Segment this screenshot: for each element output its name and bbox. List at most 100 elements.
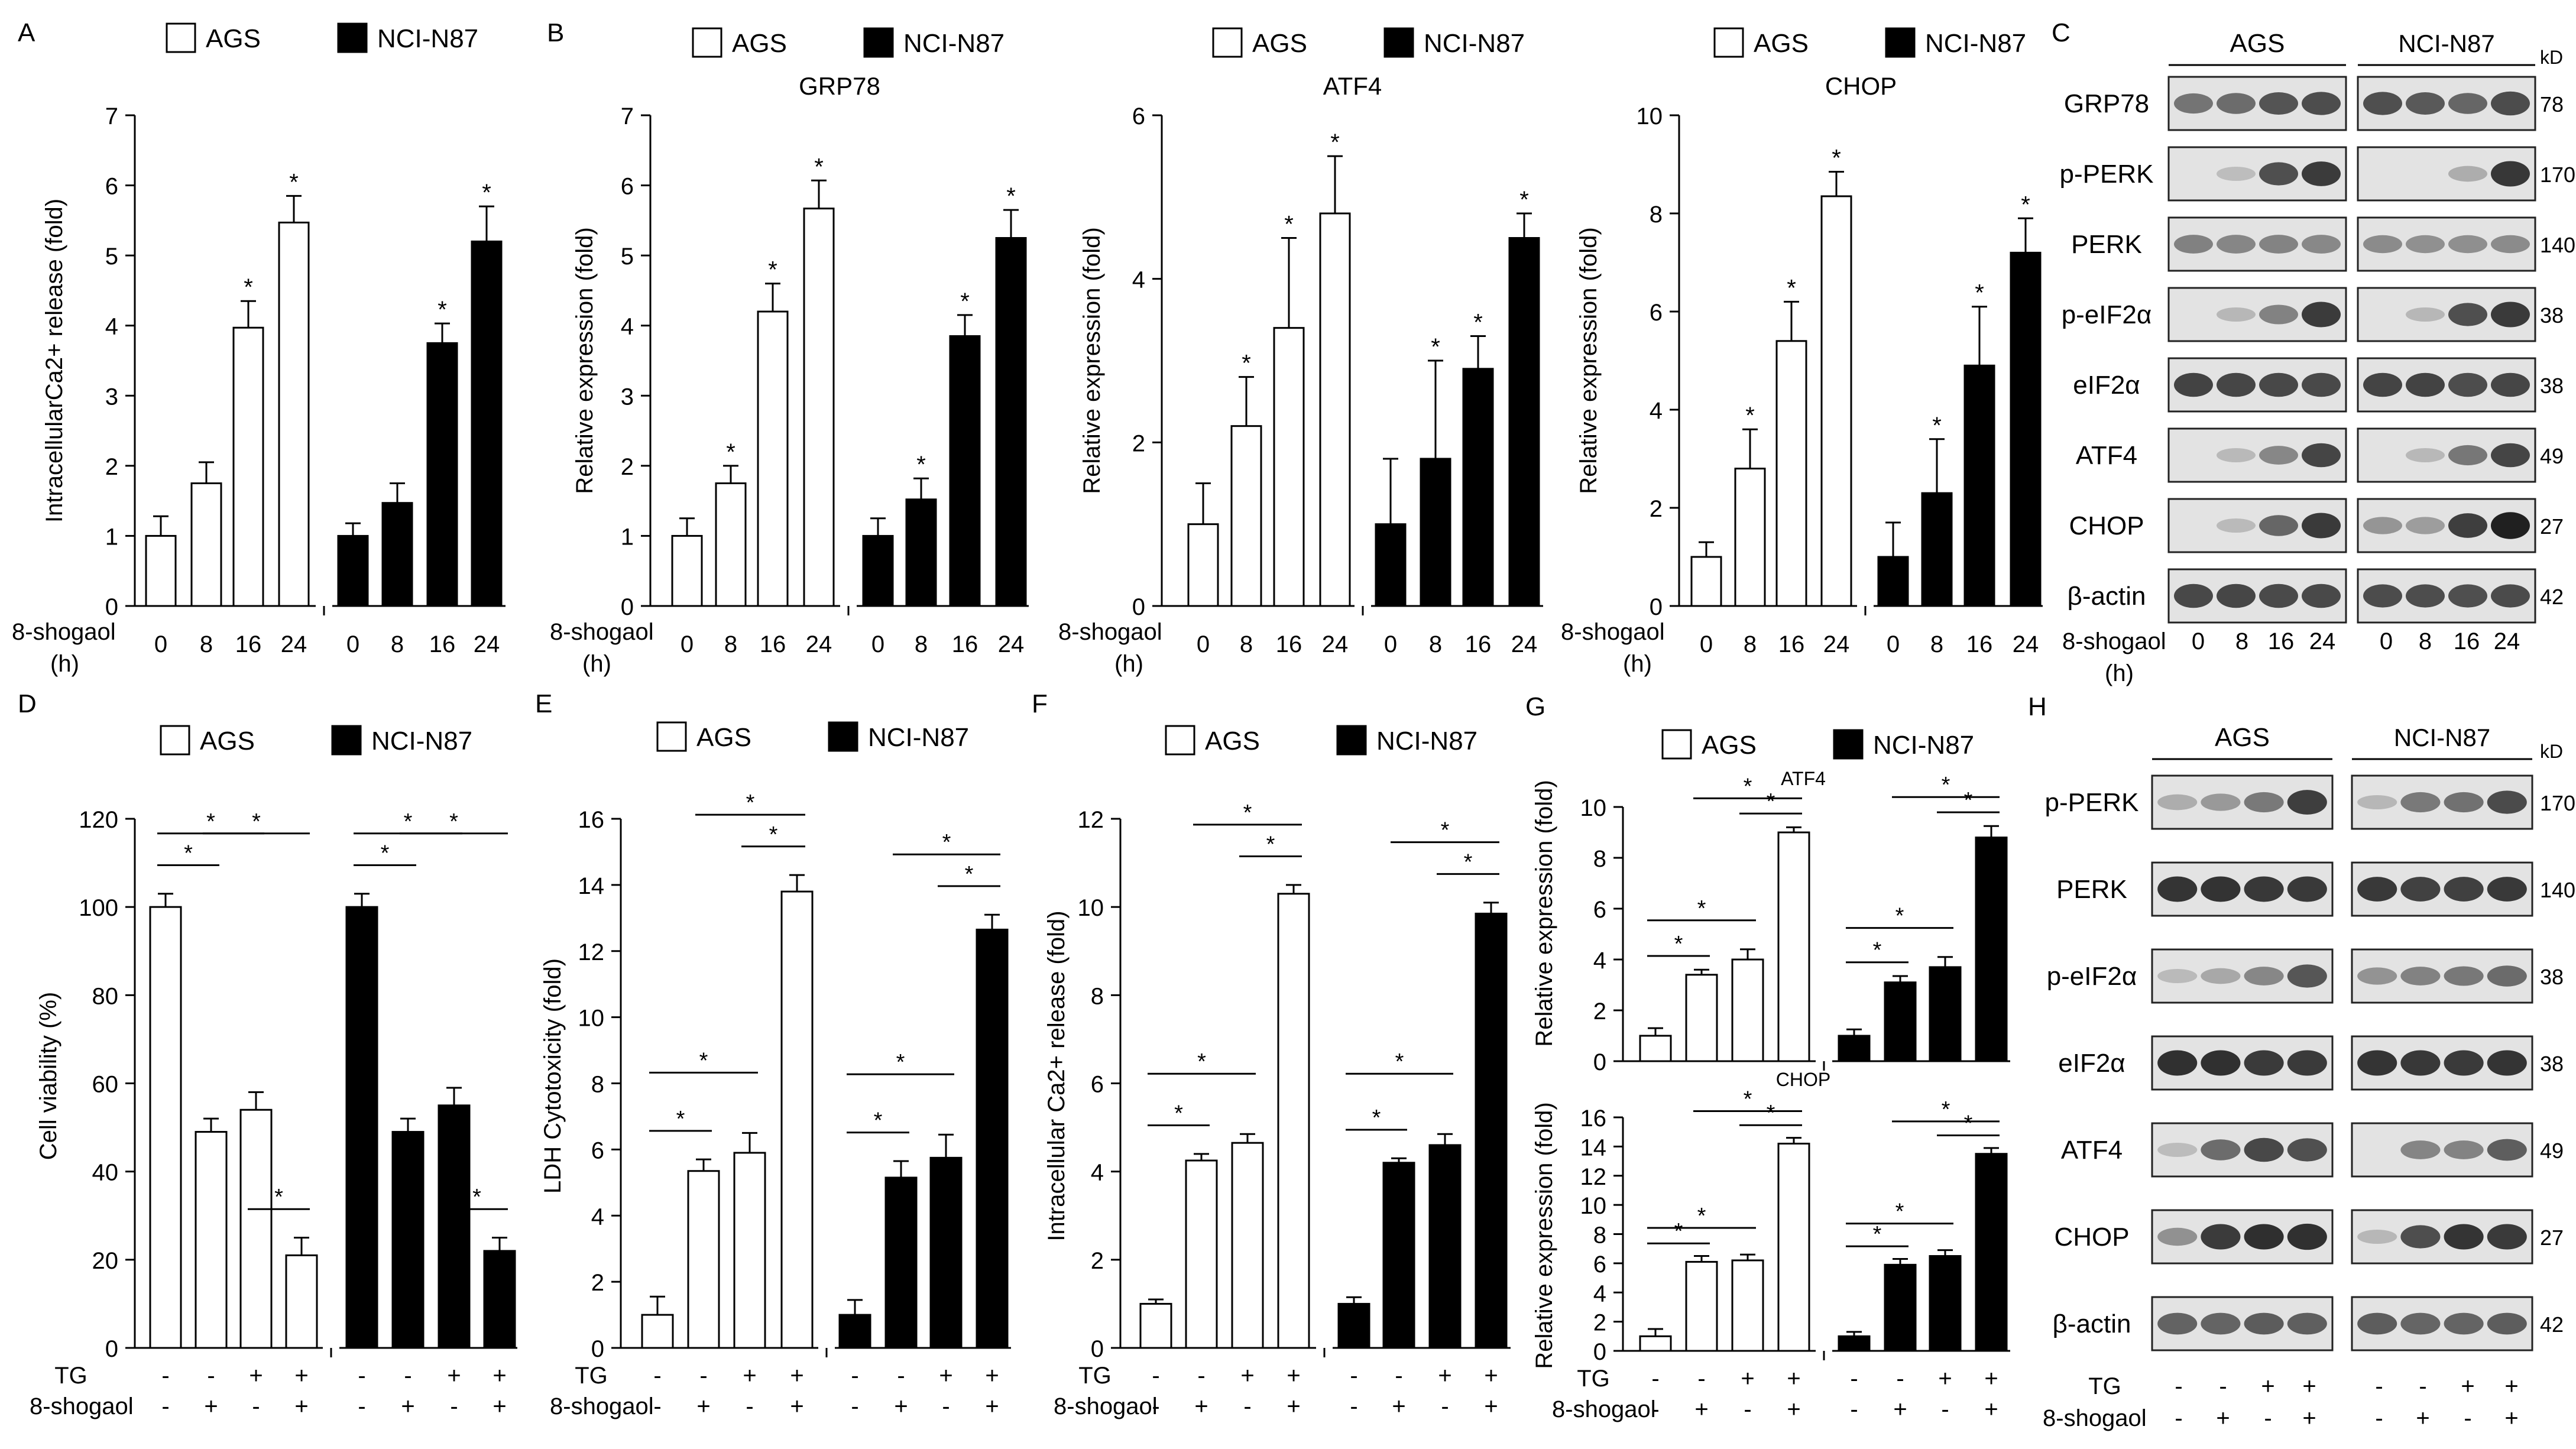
y-tick-label: 0: [1593, 1339, 1606, 1365]
blot-band: [2157, 876, 2198, 902]
blot-x-title: 8-shogaol: [2062, 628, 2166, 654]
y-axis-title: IntracellularCa2+ release (fold): [41, 199, 67, 523]
x-tick-label: 0: [346, 631, 359, 657]
blot-time-label: 16: [2454, 628, 2480, 654]
chart-G1: 0 2 4 6 8 10 Relative expression (fold) ATF4 * * *…: [1531, 768, 2010, 1075]
shogaol-row-sign: +: [204, 1393, 218, 1419]
blot-tg-sign: +: [2302, 1373, 2316, 1399]
bar-AGS-3: [780, 890, 814, 1349]
x-title-unit: (h): [1623, 651, 1652, 677]
legend-label-nci: NCI-N87: [1925, 29, 2026, 58]
x-tick-label: 16: [1966, 631, 1993, 657]
y-tick-label: 12: [578, 939, 605, 965]
blot-band: [2157, 1312, 2198, 1335]
y-tick-label: 6: [1132, 103, 1145, 129]
significance-star: *: [965, 862, 974, 887]
bar-NCI-N87-1: [1884, 1263, 1917, 1352]
significance-star: *: [1975, 280, 1984, 306]
blot-tg-sign: -: [2375, 1373, 2383, 1399]
x-title-unit: (h): [582, 651, 611, 677]
significance-star: *: [676, 1107, 685, 1132]
blot-band: [2157, 794, 2198, 811]
legend-swatch-ags: [1212, 27, 1243, 58]
blot-band: [2244, 967, 2284, 986]
blot-band: [2444, 792, 2484, 813]
blot-band: [2201, 1312, 2241, 1335]
bar-NCI-N87-0: [1838, 1035, 1871, 1062]
blot-band: [2357, 967, 2397, 985]
bar-AGS-0: [641, 1314, 674, 1349]
y-tick-label: 80: [92, 983, 119, 1009]
y-tick-label: 5: [105, 244, 118, 270]
blot-shogaol-sign: -: [2464, 1405, 2471, 1431]
significance-star: *: [699, 1048, 708, 1073]
blot-band: [2201, 968, 2241, 984]
shogaol-row-sign: +: [1287, 1393, 1300, 1419]
blot-shogaol-sign: +: [2504, 1405, 2518, 1431]
bar-AGS-0: [145, 534, 177, 607]
shogaol-row-sign: -: [1152, 1393, 1159, 1419]
y-tick-label: 60: [92, 1072, 119, 1098]
blot-band: [2406, 307, 2445, 322]
blot-band: [2400, 967, 2441, 986]
significance-star: *: [1372, 1106, 1381, 1130]
blot-band: [2400, 1225, 2441, 1249]
blot-shogaol-sign: -: [2264, 1405, 2272, 1431]
panel-letter: G: [1525, 692, 1545, 721]
bar-NCI-N87-3: [995, 237, 1027, 607]
blot-band: [2363, 584, 2402, 608]
bar-NCI-N87-1: [1884, 981, 1917, 1062]
tg-row-sign: +: [1484, 1363, 1498, 1389]
blot-band: [2259, 372, 2298, 397]
x-title-tg: TG: [1078, 1363, 1112, 1389]
y-axis-title: Relative expression (fold): [1576, 227, 1602, 494]
y-tick-label: 0: [105, 1336, 118, 1362]
blot-header: NCI-N87: [2394, 724, 2490, 751]
y-tick-label: 4: [621, 314, 634, 340]
significance-star: *: [896, 1050, 905, 1075]
blot-band: [2287, 964, 2327, 988]
blot-band: [2174, 584, 2213, 608]
bar-AGS-3: [278, 221, 310, 607]
y-tick-label: 2: [1091, 1248, 1104, 1274]
bar-NCI-N87-1: [381, 502, 413, 607]
blot-band: [2357, 1050, 2397, 1076]
x-title-shogaol: 8-shogaol: [550, 1393, 654, 1419]
shogaol-row-sign: +: [1787, 1396, 1800, 1422]
y-tick-label: 12: [1580, 1164, 1607, 1190]
blot-row-label: eIF2α: [2058, 1049, 2125, 1078]
legend-swatch-ags: [656, 721, 687, 752]
legend-label-ags: AGS: [1754, 29, 1809, 58]
bar-AGS-1: [687, 1170, 720, 1349]
legend-label-ags: AGS: [732, 29, 787, 58]
y-tick-label: 7: [105, 103, 118, 129]
bar-AGS-3: [1319, 212, 1351, 607]
chart-B1: 0 1 2 3 4 5 6 7 Relative expression (fold) GRP78 *…: [572, 72, 1029, 657]
blot-row-label: PERK: [2056, 875, 2127, 904]
tg-row-sign: -: [1350, 1363, 1357, 1389]
legend-swatch-nci: [1833, 729, 1864, 760]
legend-swatch-nci: [828, 721, 858, 752]
blot-band: [2491, 161, 2530, 187]
blot-band: [2363, 372, 2402, 397]
legend-label-ags: AGS: [1702, 731, 1757, 760]
blot-band: [2201, 793, 2241, 811]
bar-NCI-N87-0: [1375, 523, 1407, 607]
significance-star: *: [1744, 1087, 1752, 1112]
panel-letter: H: [2028, 692, 2047, 721]
x-tick-label: 8: [915, 631, 928, 657]
y-tick-label: 40: [92, 1160, 119, 1186]
blot-row-label: β-actin: [2068, 582, 2146, 611]
x-tick-label: 16: [429, 631, 456, 657]
blot-time-label: 24: [2309, 628, 2336, 654]
blot-band: [2244, 1224, 2284, 1250]
significance-star: *: [381, 841, 390, 865]
blot-kd: 38: [2540, 1052, 2564, 1076]
blot-kd: 49: [2540, 444, 2564, 468]
x-tick-label: 0: [1887, 631, 1900, 657]
blot-band: [2444, 1224, 2484, 1250]
significance-star: *: [438, 297, 447, 323]
tg-row-sign: +: [1938, 1366, 1952, 1392]
legend-label-nci: NCI-N87: [371, 727, 472, 756]
x-tick-label: 16: [1276, 631, 1302, 657]
